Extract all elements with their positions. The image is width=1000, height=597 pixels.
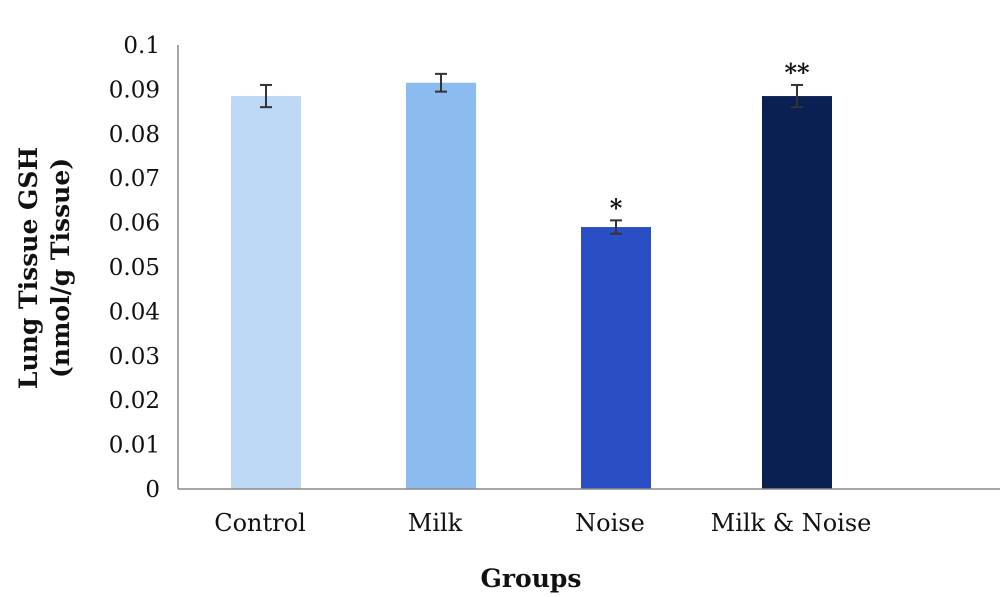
bar-4: [762, 96, 832, 489]
y-axis-title-line1: Lung Tissue GSH: [14, 147, 43, 389]
x-axis-title: Groups: [481, 564, 582, 593]
y-tick-label: 0.02: [109, 388, 160, 414]
error-bar: [610, 219, 622, 235]
significance-label: *: [610, 193, 623, 222]
category-label: Milk: [408, 509, 463, 537]
significance-label: **: [784, 58, 810, 87]
y-tick-labels: 0 0.01 0.02 0.03 0.04 0.05 0.06 0.07 0.08 0.09 0.1: [109, 33, 160, 503]
y-tick-label: 0.07: [109, 166, 160, 192]
error-bar: [791, 83, 803, 109]
bars: [231, 82, 832, 490]
y-axis-title-line2: (nmol/g Tissue): [46, 158, 75, 378]
error-bars: [260, 72, 803, 235]
y-tick-label: 0.03: [109, 344, 160, 370]
y-tick-label: 0: [145, 477, 160, 503]
y-tick-label: 0.1: [123, 33, 160, 59]
y-tick-label: 0.06: [109, 211, 160, 237]
y-tick-label: 0.04: [109, 299, 160, 325]
error-bar: [260, 83, 272, 109]
bar-2: [406, 82, 476, 490]
bar-3: [581, 227, 651, 490]
y-tick-label: 0.05: [109, 255, 160, 281]
error-bar: [435, 72, 447, 93]
category-label: Noise: [575, 509, 645, 537]
category-label: Milk & Noise: [711, 509, 872, 537]
y-axis-title: Lung Tissue GSH (nmol/g Tissue): [14, 147, 75, 389]
significance-labels: ***: [610, 58, 810, 222]
category-label: Control: [214, 509, 306, 537]
y-tick-label: 0.09: [109, 77, 160, 103]
category-labels: Control Milk Noise Milk & Noise: [214, 509, 871, 537]
bar-1: [231, 96, 301, 489]
y-tick-label: 0.08: [109, 122, 160, 148]
y-tick-label: 0.01: [109, 433, 160, 459]
